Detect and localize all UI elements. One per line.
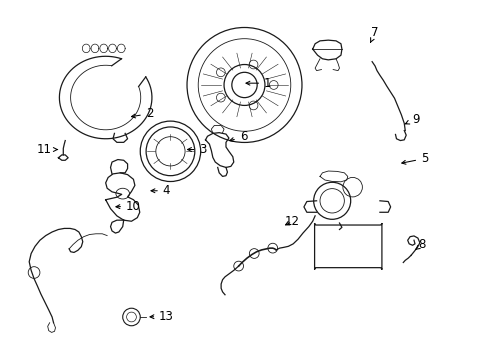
Text: 4: 4 bbox=[151, 184, 170, 197]
Text: 5: 5 bbox=[401, 152, 427, 165]
Text: 8: 8 bbox=[415, 238, 425, 251]
Text: 13: 13 bbox=[150, 310, 174, 323]
Text: 9: 9 bbox=[405, 113, 419, 126]
Text: 6: 6 bbox=[229, 130, 247, 144]
Text: 7: 7 bbox=[370, 27, 378, 42]
Text: 1: 1 bbox=[245, 77, 271, 90]
Text: 12: 12 bbox=[284, 215, 299, 228]
Text: 10: 10 bbox=[116, 200, 141, 213]
Text: 2: 2 bbox=[131, 107, 153, 120]
Text: 3: 3 bbox=[187, 143, 206, 156]
Text: 11: 11 bbox=[36, 143, 57, 156]
